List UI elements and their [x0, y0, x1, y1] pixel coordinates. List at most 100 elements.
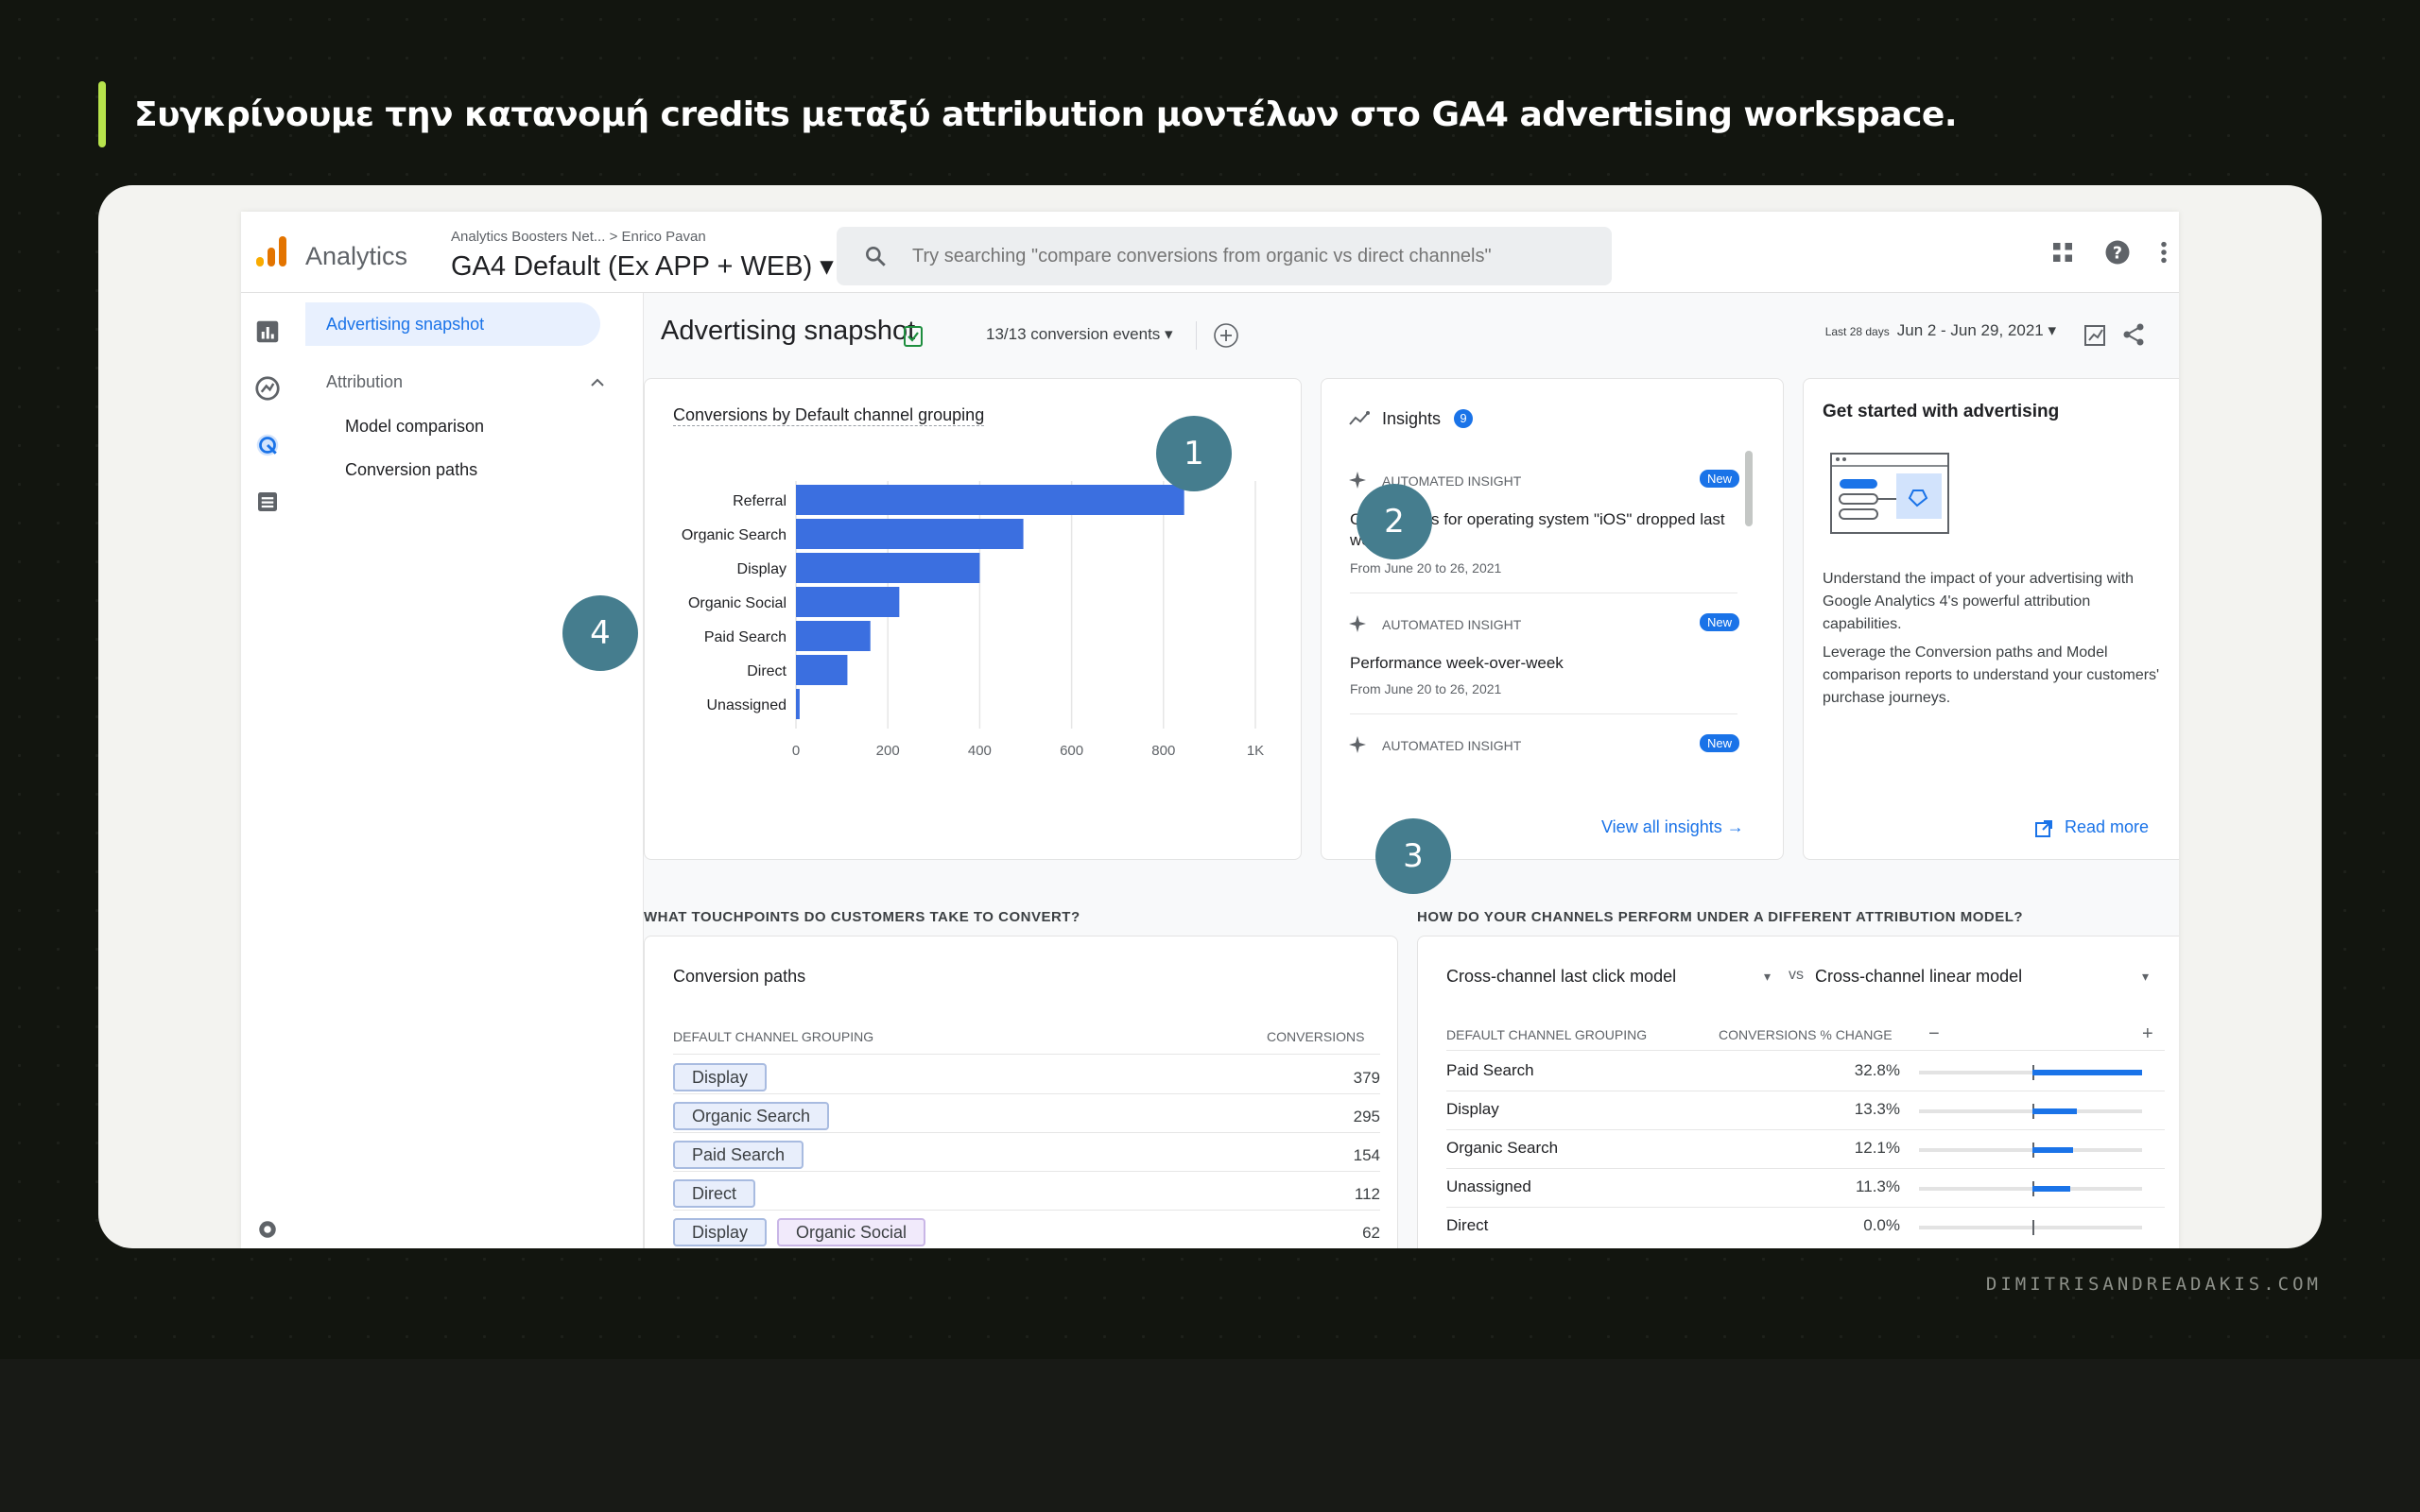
read-more-link[interactable]: Read more [2065, 817, 2150, 836]
bar-organic-social[interactable] [796, 587, 900, 617]
insights-scrollbar[interactable] [1745, 451, 1753, 526]
x-tick-label: 600 [1060, 743, 1083, 759]
path-chip-direct[interactable]: Direct [673, 1179, 756, 1208]
category-label: Unassigned [707, 697, 787, 713]
col-conversions-change: CONVERSIONS % CHANGE [1719, 1027, 1893, 1042]
insight-date: From June 20 to 26, 2021 [1350, 560, 1502, 576]
top-bar: Analytics Analytics Boosters Net... > En… [241, 212, 2179, 293]
model-b-select[interactable]: Cross-channel linear model [1815, 967, 2023, 986]
path-value: 154 [1353, 1146, 1380, 1164]
category-label: Referral [733, 493, 786, 509]
model-a-select[interactable]: Cross-channel last click model [1446, 967, 1677, 986]
insights-count-badge: 9 [1454, 409, 1473, 428]
insight-label: AUTOMATED INSIGHT [1382, 473, 1522, 489]
screenshot-card: Analytics Analytics Boosters Net... > En… [98, 185, 2322, 1248]
comparison-channel: Unassigned [1446, 1177, 1531, 1195]
model-a-dropdown-icon[interactable]: ▾ [1764, 969, 1772, 984]
category-label: Organic Search [682, 527, 786, 543]
filter-divider [1196, 321, 1197, 350]
zoom-in-button[interactable]: + [2142, 1023, 2153, 1044]
configure-icon[interactable] [253, 488, 282, 516]
comparison-change: 12.1% [1854, 1139, 1900, 1157]
step-marker-4: 4 [562, 595, 638, 671]
nav-panel: Advertising snapshot Attribution Model c… [294, 293, 644, 1248]
step-marker-2: 2 [1357, 484, 1432, 559]
top-icons: ? [2048, 238, 2169, 266]
comparison-channel: Display [1446, 1100, 1499, 1118]
bottom-band [0, 1359, 2420, 1512]
change-bar-track [1919, 1148, 2142, 1152]
zoom-out-button[interactable]: − [1928, 1023, 1940, 1044]
insight-title[interactable]: Performance week-over-week [1350, 654, 1564, 672]
account-breadcrumb[interactable]: Analytics Boosters Net... > Enrico Pavan [451, 229, 706, 245]
nav-conversion-paths[interactable]: Conversion paths [345, 460, 478, 479]
search-input[interactable] [912, 227, 1593, 285]
insights-trend-icon [1349, 411, 1370, 425]
nav-advertising-snapshot[interactable]: Advertising snapshot [305, 302, 600, 346]
row-divider [673, 1132, 1380, 1133]
explore-icon[interactable] [253, 374, 282, 403]
settings-gear-icon[interactable] [253, 1215, 282, 1244]
conversion-events-filter[interactable]: 13/13 conversion events ▾ [986, 325, 1173, 343]
advertising-icon[interactable] [253, 431, 282, 459]
new-badge: New [1700, 470, 1740, 488]
help-icon[interactable]: ? [2103, 238, 2132, 266]
change-bar-track [1919, 1187, 2142, 1191]
x-tick-label: 800 [1151, 743, 1175, 759]
verified-report-icon [904, 326, 923, 347]
nav-attribution[interactable]: Attribution [326, 372, 404, 391]
col-channel-grouping: DEFAULT CHANNEL GROUPING [1446, 1027, 1648, 1042]
path-chip-display[interactable]: Display [673, 1218, 768, 1246]
bar-organic-search[interactable] [796, 519, 1024, 549]
step-marker-1: 1 [1156, 416, 1232, 491]
search-icon [866, 247, 886, 266]
comparison-change: 32.8% [1854, 1061, 1900, 1079]
get-started-paragraph-2: Leverage the Conversion paths and Model … [1823, 644, 2160, 706]
apps-grid-icon[interactable] [2048, 238, 2077, 266]
change-bar-fill [2032, 1108, 2078, 1114]
reports-icon[interactable] [253, 318, 282, 346]
app-name: Analytics [305, 242, 408, 270]
property-selector[interactable]: GA4 Default (Ex APP + WEB) ▾ [451, 251, 834, 282]
path-chip-organic-social[interactable]: Organic Social [777, 1218, 926, 1246]
date-range-selector[interactable]: Last 28 days Jun 2 - Jun 29, 2021 ▾ [1825, 321, 2056, 340]
share-icon[interactable] [2120, 321, 2147, 348]
customize-report-icon[interactable] [2083, 321, 2109, 348]
add-comparison-icon[interactable] [1213, 322, 1239, 349]
model-b-dropdown-icon[interactable]: ▾ [2142, 969, 2150, 984]
headline: Συγκρίνουμε την κατανομή credits μεταξύ … [98, 81, 1958, 147]
nav-model-comparison[interactable]: Model comparison [345, 417, 485, 436]
change-bar-fill [2032, 1070, 2142, 1075]
path-chip-organic-search[interactable]: Organic Search [673, 1102, 830, 1130]
bar-paid-search[interactable] [796, 621, 871, 651]
ga4-screenshot: Analytics Analytics Boosters Net... > En… [241, 212, 2179, 1248]
bar-referral[interactable] [796, 485, 1184, 515]
more-vert-icon[interactable] [2158, 238, 2169, 266]
row-divider [673, 1054, 1380, 1055]
category-label: Direct [747, 663, 786, 679]
view-all-insights-link[interactable]: View all insights → [1601, 817, 1744, 836]
chevron-up-icon[interactable] [589, 376, 606, 389]
x-tick-label: 400 [968, 743, 992, 759]
search-bar[interactable] [837, 227, 1612, 285]
x-tick-label: 0 [792, 743, 800, 759]
bar-unassigned[interactable] [796, 689, 800, 719]
headline-text: Συγκρίνουμε την κατανομή credits μεταξύ … [134, 94, 1958, 134]
path-value: 379 [1353, 1069, 1380, 1087]
x-tick-label: 1K [1247, 743, 1264, 759]
page-title: Advertising snapshot [661, 316, 916, 346]
change-bar-track [1919, 1226, 2142, 1229]
bar-display[interactable] [796, 553, 980, 583]
main-content: Advertising snapshot 13/13 conversion ev… [644, 293, 2179, 1248]
row-divider [673, 1171, 1380, 1172]
x-tick-label: 200 [876, 743, 900, 759]
col-conversions: CONVERSIONS [1267, 1029, 1365, 1044]
category-label: Paid Search [704, 629, 786, 645]
step-marker-3: 3 [1375, 818, 1451, 894]
path-chip-display[interactable]: Display [673, 1063, 768, 1091]
row-divider [1446, 1168, 2165, 1169]
path-chip-paid-search[interactable]: Paid Search [673, 1141, 804, 1169]
advertising-illustration-icon [1830, 453, 1949, 534]
comparison-change: 11.3% [1856, 1177, 1900, 1195]
bar-direct[interactable] [796, 655, 848, 685]
